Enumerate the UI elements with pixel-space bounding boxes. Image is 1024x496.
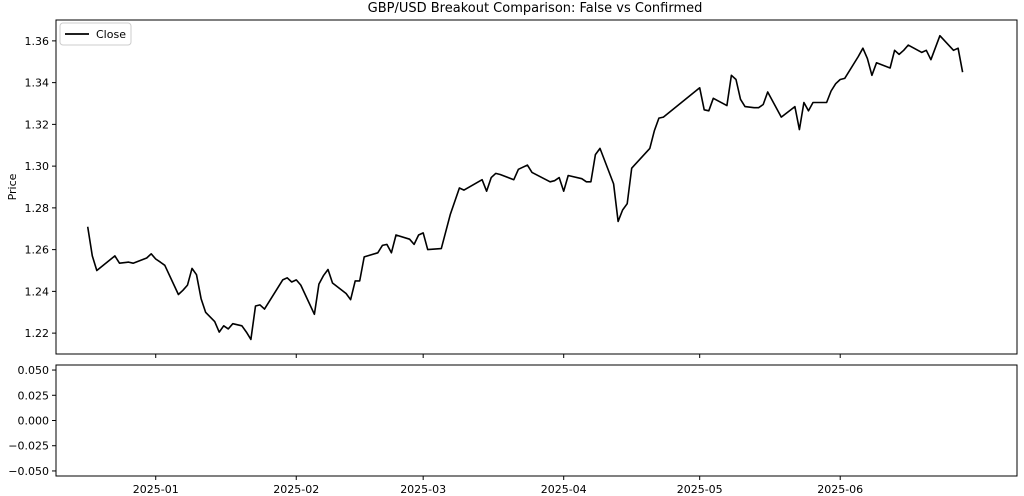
- indicator-x-axis: 2025-01 2025-02 2025-03 2025-04 2025-05 2025-…: [133, 476, 863, 496]
- legend-box: [59, 22, 132, 46]
- price-plot-frame: [55, 19, 1018, 355]
- price-series-group: [86, 34, 964, 341]
- legend-label-close: Close: [96, 28, 126, 41]
- x-tick-label: 2025-05: [677, 483, 723, 496]
- x-tick-label: 2025-03: [400, 483, 446, 496]
- price-y-tick-label: 1.22: [25, 327, 50, 340]
- price-y-tick-label: 1.30: [25, 160, 50, 173]
- price-y-tick-label: 1.28: [25, 202, 50, 215]
- price-panel: GBP/USD Breakout Comparison: False vs Co…: [6, 1, 1018, 358]
- price-y-tick-label: 1.36: [25, 35, 50, 48]
- indicator-y-axis: 0.050 0.025 0.000 −0.025 −0.050: [8, 364, 56, 478]
- indicator-y-tick-label: 0.000: [18, 415, 50, 428]
- x-tick-label: 2025-02: [273, 483, 319, 496]
- x-tick-label: 2025-06: [817, 483, 863, 496]
- price-y-axis-label: Price: [6, 173, 19, 200]
- x-tick-label: 2025-01: [133, 483, 179, 496]
- indicator-y-tick-label: −0.050: [8, 465, 49, 478]
- price-y-tick-label: 1.34: [25, 77, 50, 90]
- price-y-tick-label: 1.32: [25, 118, 50, 131]
- indicator-y-tick-label: −0.025: [8, 440, 49, 453]
- price-y-tick-label: 1.24: [25, 285, 50, 298]
- price-y-tick-label: 1.26: [25, 244, 50, 257]
- indicator-plot-frame: [55, 364, 1018, 477]
- series-line-close: [86, 34, 964, 341]
- x-tick-label: 2025-04: [541, 483, 587, 496]
- indicator-y-tick-label: 0.050: [18, 364, 50, 377]
- price-y-axis: 1.22 1.24 1.26 1.28 1.30 1.32 1.34 1.36: [25, 35, 841, 358]
- legend[interactable]: Close: [59, 22, 132, 46]
- chart-title: GBP/USD Breakout Comparison: False vs Co…: [368, 1, 703, 16]
- indicator-y-tick-label: 0.025: [18, 389, 50, 402]
